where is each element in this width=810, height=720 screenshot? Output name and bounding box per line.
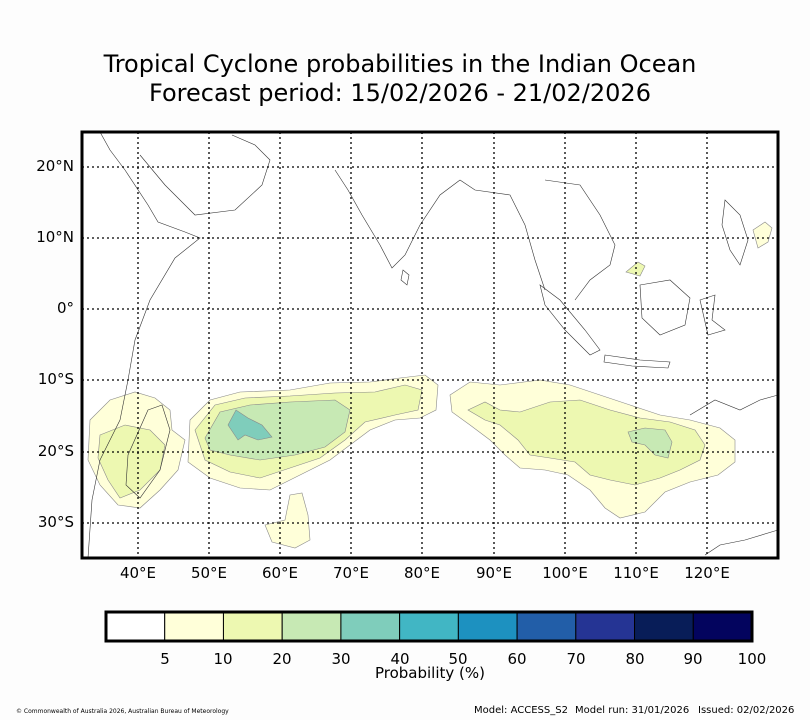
colorbar-swatch xyxy=(340,611,401,642)
colorbar-swatch xyxy=(575,611,636,642)
colorbar-swatch xyxy=(222,611,283,642)
prob-area-30-central xyxy=(227,409,273,441)
colorbar-label-30: 30 xyxy=(331,650,351,668)
chart-title-line1: Tropical Cyclone probabilities in the In… xyxy=(103,50,697,78)
lat-label-30s: 30°S xyxy=(37,513,74,531)
lat-label-10n: 10°N xyxy=(36,228,74,246)
colorbar-swatch xyxy=(281,611,342,642)
map-background xyxy=(82,132,778,558)
lat-label-0: 0° xyxy=(56,299,74,317)
lon-label-60e: 60°E xyxy=(261,564,299,582)
lon-label-120e: 120°E xyxy=(684,564,730,582)
colorbar-swatch xyxy=(516,611,577,642)
colorbar-swatch xyxy=(164,611,224,642)
colorbar-title: Probability (%) xyxy=(374,664,486,682)
gridlines xyxy=(82,132,778,558)
colorbar xyxy=(105,611,753,642)
colorbar-label-40: 40 xyxy=(390,650,410,668)
colorbar-swatch xyxy=(692,611,753,642)
map-frame xyxy=(80,130,780,560)
colorbar-label-5: 5 xyxy=(160,650,170,668)
colorbar-label-60: 60 xyxy=(507,650,527,668)
colorbar-label-100: 100 xyxy=(737,650,767,668)
colorbar-frame xyxy=(104,610,754,643)
issued-date: Issued: 02/02/2026 xyxy=(698,705,795,716)
colorbar-label-90: 90 xyxy=(683,650,703,668)
colorbar-label-80: 80 xyxy=(625,650,645,668)
colorbar-label-10: 10 xyxy=(213,650,233,668)
colorbar-swatch xyxy=(399,611,459,642)
colorbar-swatch xyxy=(457,611,518,642)
lon-label-90e: 90°E xyxy=(475,564,513,582)
model-name: Model: ACCESS_S2 xyxy=(474,705,568,716)
colorbar-swatch xyxy=(105,611,166,642)
prob-area-5-ne1 xyxy=(752,221,773,249)
lat-label-20s: 20°S xyxy=(37,442,74,460)
lon-label-50e: 50°E xyxy=(190,564,228,582)
colorbar-swatch xyxy=(634,611,694,642)
lon-label-40e: 40°E xyxy=(119,564,157,582)
lon-label-100e: 100°E xyxy=(542,564,588,582)
colorbar-label-50: 50 xyxy=(448,650,468,668)
lon-label-70e: 70°E xyxy=(332,564,370,582)
colorbar-label-70: 70 xyxy=(566,650,586,668)
copyright-notice: © Commonwealth of Australia 2026, Austra… xyxy=(16,708,229,715)
lat-label-20n: 20°N xyxy=(36,157,74,175)
chart-title-line2: Forecast period: 15/02/2026 - 21/02/2026 xyxy=(149,79,651,107)
model-run-date: Model run: 31/01/2026 xyxy=(575,705,690,716)
lat-label-10s: 10°S xyxy=(37,370,74,388)
lon-label-110e: 110°E xyxy=(613,564,659,582)
probability-areas xyxy=(87,221,773,549)
colorbar-label-20: 20 xyxy=(272,650,292,668)
coastlines xyxy=(87,131,779,559)
lon-label-80e: 80°E xyxy=(403,564,441,582)
